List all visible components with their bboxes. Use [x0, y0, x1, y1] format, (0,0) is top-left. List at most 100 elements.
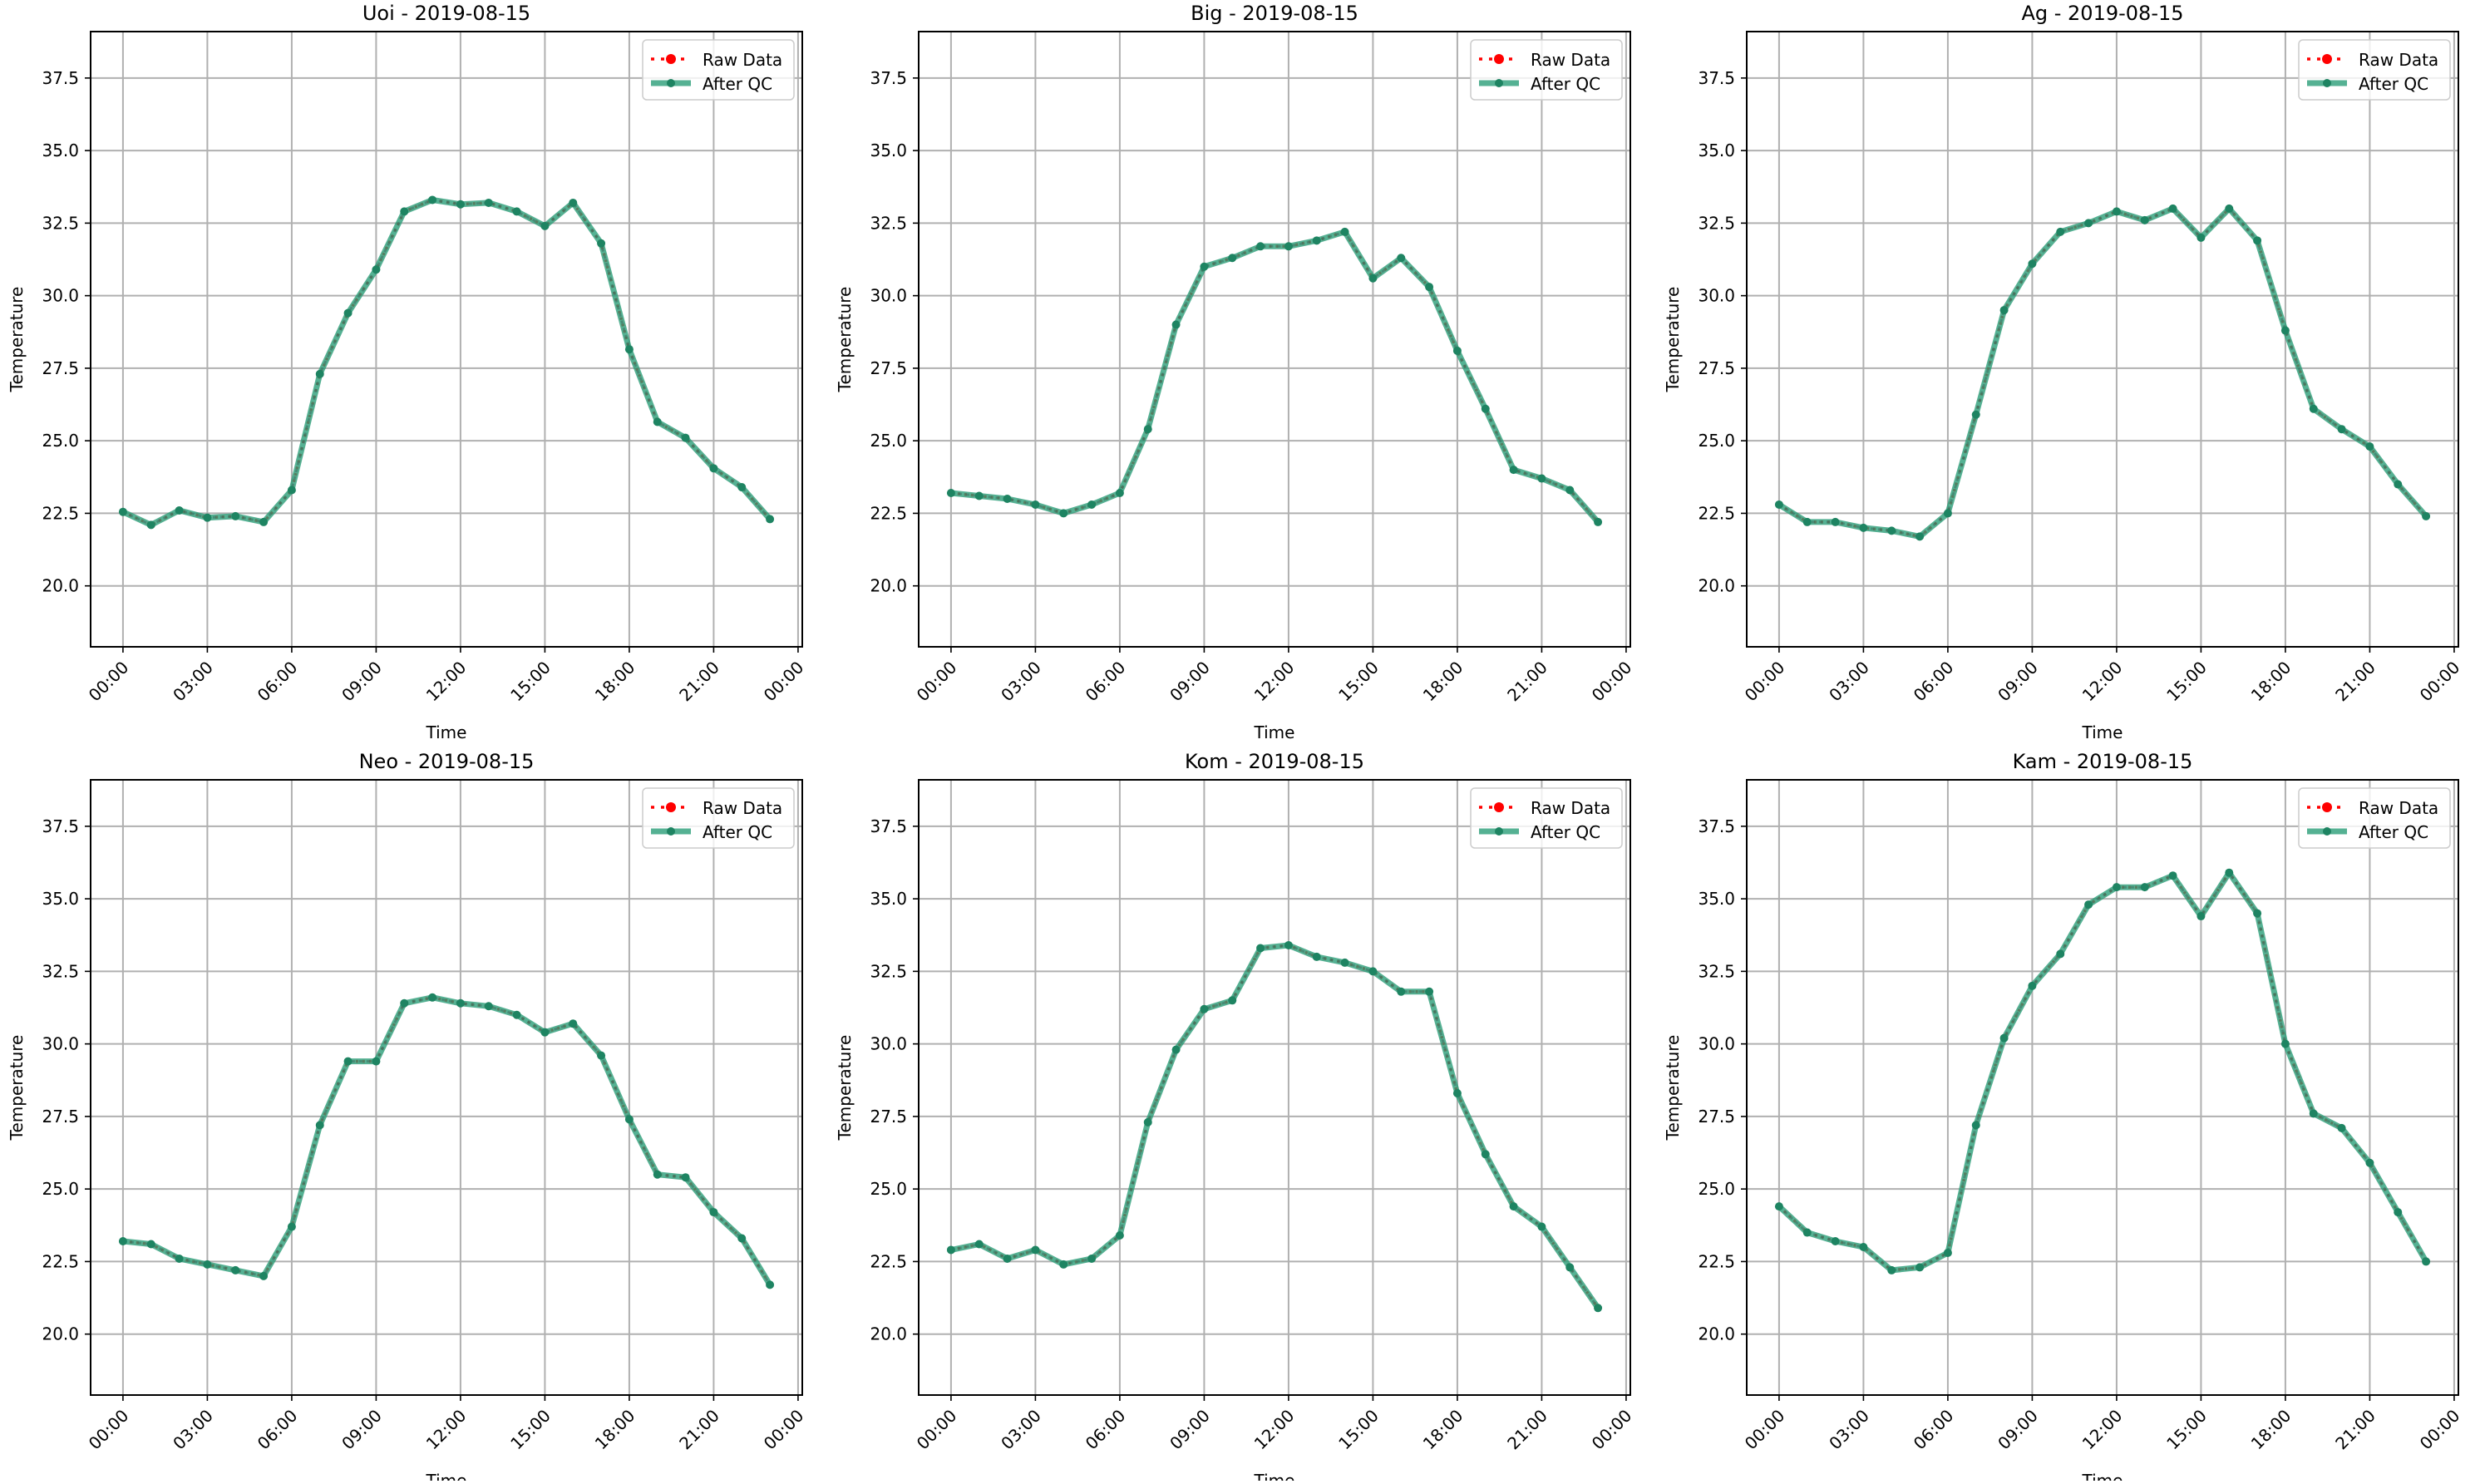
legend: Raw Data After QC — [642, 787, 795, 849]
y-tick-label: 35.0 — [42, 141, 79, 160]
after-qc-point — [2394, 1208, 2403, 1217]
y-tick-label: 30.0 — [870, 1034, 907, 1054]
legend-qc-marker-icon — [2323, 79, 2331, 87]
after-qc-point — [2140, 883, 2149, 892]
x-tick-label: 21:00 — [1503, 658, 1551, 706]
after-qc-point — [2084, 900, 2093, 910]
after-qc-point — [2056, 949, 2065, 959]
after-qc-point — [1802, 517, 1812, 526]
legend-raw-marker-icon — [1494, 802, 1504, 812]
y-axis-label: Temperature — [1663, 287, 1683, 393]
y-tick-label: 27.5 — [870, 358, 907, 378]
x-tick-label: 03:00 — [1825, 658, 1873, 706]
legend: Raw Data After QC — [1470, 787, 1623, 849]
raw-data-line — [1777, 206, 2428, 539]
after-qc-point — [1831, 1237, 1840, 1245]
legend: Raw Data After QC — [642, 39, 795, 101]
y-tick-label: 20.0 — [1698, 576, 1735, 596]
y-tick-label: 32.5 — [870, 213, 907, 233]
y-tick-label: 32.5 — [1698, 961, 1735, 981]
after-qc-point — [1831, 517, 1840, 526]
y-tick-label: 20.0 — [42, 1324, 79, 1344]
after-qc-point — [1312, 236, 1321, 245]
after-qc-line — [1777, 205, 2428, 540]
after-qc-point — [1452, 346, 1462, 355]
axes-frame — [918, 31, 1631, 648]
x-tick-label: 06:00 — [254, 1406, 302, 1454]
after-qc-point — [974, 1240, 984, 1249]
after-qc-point — [681, 433, 690, 442]
after-qc-point — [315, 369, 324, 378]
raw-data-overlay — [122, 198, 772, 527]
legend-raw-label: Raw Data — [2359, 798, 2438, 818]
x-tick-label: 09:00 — [338, 1406, 386, 1454]
after-qc-point — [512, 207, 521, 216]
after-qc-point — [1537, 474, 1546, 483]
after-qc-point — [259, 1271, 269, 1280]
after-qc-point — [118, 1237, 127, 1245]
legend-raw-label: Raw Data — [1531, 798, 1610, 818]
x-tick-label: 00:00 — [913, 1406, 961, 1454]
raw-data-line — [1777, 870, 2428, 1272]
after-qc-point — [1565, 1263, 1575, 1272]
after-qc-point — [1143, 425, 1152, 434]
after-qc-point — [1859, 523, 1868, 532]
x-tick-label: 18:00 — [1419, 658, 1467, 706]
legend-raw-marker-icon — [2322, 54, 2332, 64]
chart-title: Neo - 2019-08-15 — [359, 750, 535, 773]
x-tick-label: 18:00 — [2247, 1406, 2295, 1454]
legend: Raw Data After QC — [2298, 39, 2451, 101]
legend-qc-marker-icon — [2323, 827, 2331, 836]
after-qc-point — [175, 505, 184, 515]
y-tick-label: 25.0 — [42, 431, 79, 451]
x-tick-label: 00:00 — [760, 658, 808, 706]
after-qc-point — [624, 345, 634, 354]
legend-qc-label: After QC — [1531, 74, 1600, 94]
after-qc-line — [950, 229, 1600, 525]
after-qc-point — [1171, 320, 1181, 329]
legend: Raw Data After QC — [2298, 787, 2451, 849]
y-tick-label: 35.0 — [1698, 141, 1735, 160]
x-axis-label: Time — [2082, 722, 2123, 742]
x-tick-label: 09:00 — [1994, 658, 2042, 706]
after-qc-point — [2309, 1109, 2318, 1118]
x-tick-label: 03:00 — [169, 658, 217, 706]
after-qc-point — [1594, 1304, 1603, 1313]
x-tick-label: 00:00 — [2416, 1406, 2464, 1454]
y-tick-label: 22.5 — [870, 503, 907, 523]
after-qc-point — [2112, 207, 2121, 216]
x-tick-label: 15:00 — [1334, 1406, 1383, 1454]
x-tick-label: 03:00 — [169, 1406, 217, 1454]
x-tick-label: 12:00 — [422, 1406, 471, 1454]
after-qc-point — [1284, 242, 1293, 251]
after-qc-point — [456, 998, 465, 1008]
after-qc-point — [1509, 1202, 1518, 1211]
x-tick-label: 06:00 — [1082, 1406, 1130, 1454]
after-qc-point — [1594, 517, 1603, 526]
after-qc-line — [950, 942, 1600, 1310]
after-qc-point — [2394, 480, 2403, 489]
x-tick-label: 09:00 — [1994, 1406, 2042, 1454]
after-qc-point — [2197, 912, 2206, 921]
x-tick-label: 00:00 — [1588, 658, 1636, 706]
raw-data-overlay — [1778, 206, 2428, 539]
legend-raw-marker-icon — [666, 54, 676, 64]
after-qc-point — [1200, 1004, 1209, 1013]
after-qc-point — [372, 1057, 381, 1066]
after-qc-point — [1425, 987, 1434, 996]
x-tick-label: 12:00 — [2078, 1406, 2127, 1454]
subplot: 20.0 22.5 25.0 27.5 30.0 32.5 35.0 37.5 00:00 03:… — [7, 2, 807, 742]
after-qc-point — [2225, 868, 2234, 877]
after-qc-point — [1200, 262, 1209, 271]
x-tick-label: 15:00 — [506, 1406, 555, 1454]
after-qc-point — [512, 1010, 521, 1019]
after-qc-point — [597, 1051, 606, 1060]
after-qc-point — [2056, 227, 2065, 236]
x-tick-label: 18:00 — [591, 658, 639, 706]
after-qc-point — [653, 1170, 662, 1179]
after-qc-point — [146, 1240, 155, 1249]
y-tick-label: 35.0 — [870, 141, 907, 160]
x-tick-label: 21:00 — [2331, 658, 2379, 706]
after-qc-point — [1943, 1248, 1952, 1257]
after-qc-point — [1774, 1202, 1783, 1211]
